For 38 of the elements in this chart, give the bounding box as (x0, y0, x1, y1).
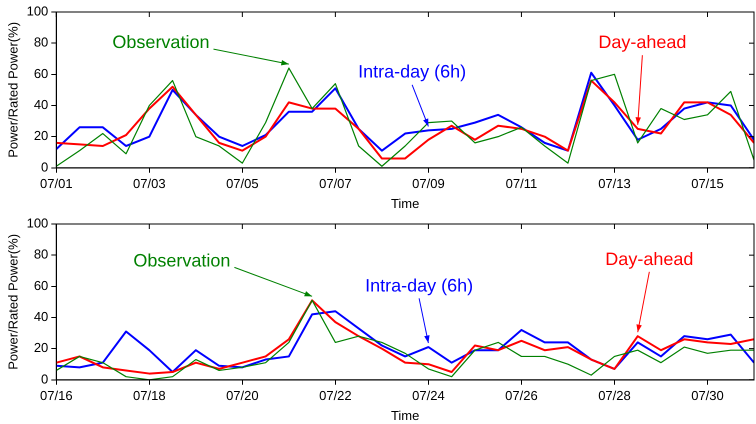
series-label: Intra-day (6h) (358, 62, 466, 82)
x-tick-label: 07/26 (505, 388, 538, 404)
y-tick-label: 80 (34, 34, 48, 50)
y-axis-title: Power/Rated Power(%) (5, 22, 20, 158)
x-tick-label: 07/15 (691, 176, 724, 192)
y-tick-label: 20 (34, 340, 48, 356)
x-tick-label: 07/05 (226, 176, 259, 192)
series-label: Day-ahead (598, 32, 686, 52)
y-tick-label: 40 (34, 309, 48, 324)
x-tick-label: 07/03 (133, 176, 166, 192)
y-tick-label: 20 (34, 128, 48, 144)
x-tick-label: 07/09 (412, 176, 445, 192)
text: Observation (133, 250, 230, 270)
text: Observation (112, 32, 210, 52)
y-tick-label: 0 (41, 159, 48, 174)
y-tick-label: 60 (34, 66, 48, 81)
x-tick-label: 07/28 (598, 388, 631, 404)
y-tick-label: 100 (26, 216, 48, 231)
x-axis-title: Time (390, 408, 420, 423)
text: Day-ahead (605, 248, 694, 269)
x-tick-label: 07/20 (226, 388, 259, 404)
y-tick-label: 40 (34, 97, 48, 112)
y-tick-label: 100 (26, 4, 48, 19)
x-tick-label: 07/11 (506, 176, 538, 192)
x-tick-label: 07/07 (319, 176, 352, 192)
x-tick-label: 07/30 (691, 388, 724, 404)
x-tick-label: 07/18 (133, 388, 166, 404)
y-tick-label: 0 (41, 371, 48, 386)
y-tick-label: 60 (34, 278, 48, 293)
x-tick-label: 07/01 (40, 176, 73, 192)
x-tick-label: 07/22 (319, 388, 352, 404)
y-axis-title: Power/Rated Power(%) (5, 234, 20, 370)
x-tick-label: 07/16 (40, 388, 73, 404)
x-tick-label: 07/24 (412, 388, 445, 404)
x-axis-title: Time (390, 196, 420, 211)
series-label: Intra-day (6h) (365, 275, 474, 296)
x-tick-label: 07/13 (598, 176, 631, 192)
y-tick-label: 80 (34, 246, 48, 262)
